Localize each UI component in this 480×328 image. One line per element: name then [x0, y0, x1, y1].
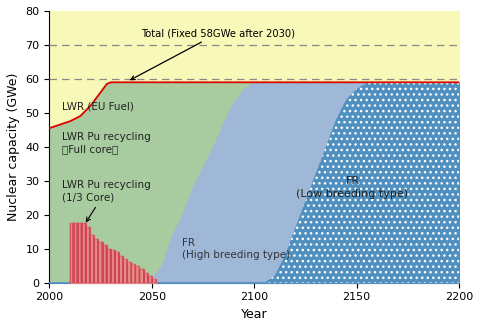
- Y-axis label: Nuclear capacity (GWe): Nuclear capacity (GWe): [7, 73, 20, 221]
- Text: Total (Fixed 58GWe after 2030): Total (Fixed 58GWe after 2030): [131, 28, 296, 80]
- Text: LWR (EU Fuel): LWR (EU Fuel): [61, 101, 133, 111]
- Text: FR
(High breeding type): FR (High breeding type): [182, 237, 290, 260]
- Text: LWR Pu recycling
(1/3 Core): LWR Pu recycling (1/3 Core): [61, 180, 150, 222]
- Text: LWR Pu recycling
（Full core）: LWR Pu recycling （Full core）: [61, 132, 150, 155]
- X-axis label: Year: Year: [241, 308, 267, 321]
- Text: FR
(Low breeding type): FR (Low breeding type): [296, 176, 408, 199]
